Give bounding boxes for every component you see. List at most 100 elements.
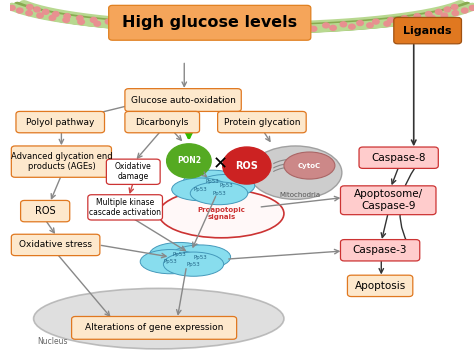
Text: Pp53: Pp53 bbox=[187, 262, 201, 267]
Circle shape bbox=[9, 5, 15, 10]
Circle shape bbox=[462, 8, 468, 13]
Circle shape bbox=[469, 5, 474, 10]
Circle shape bbox=[384, 21, 391, 26]
Text: Proapotopic
signals: Proapotopic signals bbox=[197, 207, 245, 220]
FancyBboxPatch shape bbox=[109, 5, 311, 40]
Text: Caspase-3: Caspase-3 bbox=[353, 245, 407, 255]
Circle shape bbox=[414, 14, 420, 19]
FancyBboxPatch shape bbox=[125, 89, 241, 111]
FancyBboxPatch shape bbox=[218, 111, 306, 133]
Circle shape bbox=[267, 25, 274, 30]
FancyBboxPatch shape bbox=[88, 195, 163, 220]
Circle shape bbox=[27, 5, 33, 10]
Text: Polyol pathway: Polyol pathway bbox=[26, 117, 94, 127]
FancyBboxPatch shape bbox=[347, 275, 413, 297]
Circle shape bbox=[111, 23, 118, 28]
Circle shape bbox=[229, 25, 236, 30]
Circle shape bbox=[223, 147, 271, 184]
Circle shape bbox=[37, 13, 43, 18]
Text: Pp53: Pp53 bbox=[173, 252, 186, 257]
Circle shape bbox=[94, 21, 100, 26]
Ellipse shape bbox=[284, 152, 335, 179]
Text: High glucose levels: High glucose levels bbox=[122, 15, 297, 30]
FancyBboxPatch shape bbox=[340, 240, 420, 261]
Text: Apoptosome/
Caspase-9: Apoptosome/ Caspase-9 bbox=[354, 189, 423, 211]
Text: Oxidative
damage: Oxidative damage bbox=[115, 162, 152, 182]
Circle shape bbox=[191, 25, 198, 30]
FancyBboxPatch shape bbox=[340, 186, 436, 215]
Circle shape bbox=[444, 7, 451, 12]
FancyBboxPatch shape bbox=[125, 111, 200, 133]
Ellipse shape bbox=[172, 178, 229, 201]
Text: Alterations of gene expression: Alterations of gene expression bbox=[85, 323, 223, 333]
Circle shape bbox=[305, 24, 311, 29]
Text: Pp53: Pp53 bbox=[219, 183, 233, 188]
Ellipse shape bbox=[159, 189, 284, 238]
Circle shape bbox=[91, 17, 97, 22]
Text: Pp53: Pp53 bbox=[205, 179, 219, 184]
Ellipse shape bbox=[149, 242, 210, 267]
Circle shape bbox=[63, 17, 69, 22]
Circle shape bbox=[452, 11, 458, 16]
Circle shape bbox=[286, 25, 293, 30]
Circle shape bbox=[155, 23, 162, 28]
Circle shape bbox=[357, 21, 363, 26]
Text: ✕: ✕ bbox=[212, 156, 228, 173]
Text: Mitochodria: Mitochodria bbox=[280, 192, 321, 198]
Circle shape bbox=[129, 24, 136, 29]
Circle shape bbox=[373, 19, 379, 24]
Circle shape bbox=[42, 9, 49, 14]
FancyBboxPatch shape bbox=[20, 200, 70, 222]
Circle shape bbox=[400, 20, 407, 25]
Circle shape bbox=[249, 28, 256, 33]
Text: Caspase-8: Caspase-8 bbox=[372, 153, 426, 163]
Circle shape bbox=[78, 20, 84, 25]
Circle shape bbox=[77, 16, 83, 21]
Text: Advanced glycation end
products (AGEs): Advanced glycation end products (AGEs) bbox=[10, 152, 112, 171]
Ellipse shape bbox=[249, 146, 342, 199]
FancyBboxPatch shape bbox=[11, 146, 111, 177]
Text: CytoC: CytoC bbox=[298, 163, 321, 168]
Circle shape bbox=[168, 26, 174, 31]
Circle shape bbox=[228, 28, 235, 33]
Circle shape bbox=[64, 14, 71, 19]
FancyBboxPatch shape bbox=[394, 17, 462, 44]
Circle shape bbox=[210, 25, 217, 30]
Text: Pp53: Pp53 bbox=[164, 259, 177, 264]
Ellipse shape bbox=[34, 288, 284, 349]
Text: Glucose auto-oxidation: Glucose auto-oxidation bbox=[131, 95, 236, 105]
Circle shape bbox=[310, 26, 317, 31]
Circle shape bbox=[26, 11, 32, 16]
Circle shape bbox=[53, 11, 59, 16]
FancyBboxPatch shape bbox=[359, 147, 438, 168]
Circle shape bbox=[323, 23, 329, 28]
Circle shape bbox=[401, 16, 408, 21]
Text: Oxidative stress: Oxidative stress bbox=[19, 240, 92, 250]
Circle shape bbox=[138, 22, 144, 27]
Text: Nucleus: Nucleus bbox=[37, 337, 67, 346]
Ellipse shape bbox=[140, 250, 201, 274]
Text: Protein glycation: Protein glycation bbox=[224, 117, 300, 127]
Circle shape bbox=[49, 15, 55, 20]
Text: ROS: ROS bbox=[35, 206, 55, 216]
Ellipse shape bbox=[170, 245, 231, 269]
Circle shape bbox=[148, 25, 155, 30]
Ellipse shape bbox=[183, 170, 241, 193]
Circle shape bbox=[290, 27, 297, 32]
Circle shape bbox=[425, 11, 432, 16]
Circle shape bbox=[388, 17, 394, 22]
Circle shape bbox=[167, 144, 211, 178]
Text: Multiple kinase
cascade activation: Multiple kinase cascade activation bbox=[89, 198, 161, 217]
Circle shape bbox=[330, 25, 336, 30]
Circle shape bbox=[441, 13, 447, 18]
Circle shape bbox=[367, 23, 373, 28]
Circle shape bbox=[436, 9, 442, 14]
Text: PON2: PON2 bbox=[177, 156, 201, 166]
Circle shape bbox=[270, 27, 276, 32]
FancyBboxPatch shape bbox=[16, 111, 104, 133]
Ellipse shape bbox=[190, 182, 248, 205]
FancyBboxPatch shape bbox=[11, 234, 100, 256]
Circle shape bbox=[34, 7, 40, 12]
Text: Pp53: Pp53 bbox=[212, 191, 226, 196]
Circle shape bbox=[248, 25, 255, 30]
